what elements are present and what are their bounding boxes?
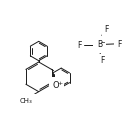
Text: CH₃: CH₃ bbox=[19, 98, 32, 104]
Text: B: B bbox=[97, 40, 102, 49]
Text: F: F bbox=[117, 40, 121, 49]
Text: −: − bbox=[101, 39, 105, 44]
Text: F: F bbox=[100, 56, 105, 65]
Text: F: F bbox=[78, 41, 82, 50]
Text: F: F bbox=[104, 25, 109, 34]
Text: O: O bbox=[53, 81, 59, 90]
Text: +: + bbox=[57, 81, 62, 86]
